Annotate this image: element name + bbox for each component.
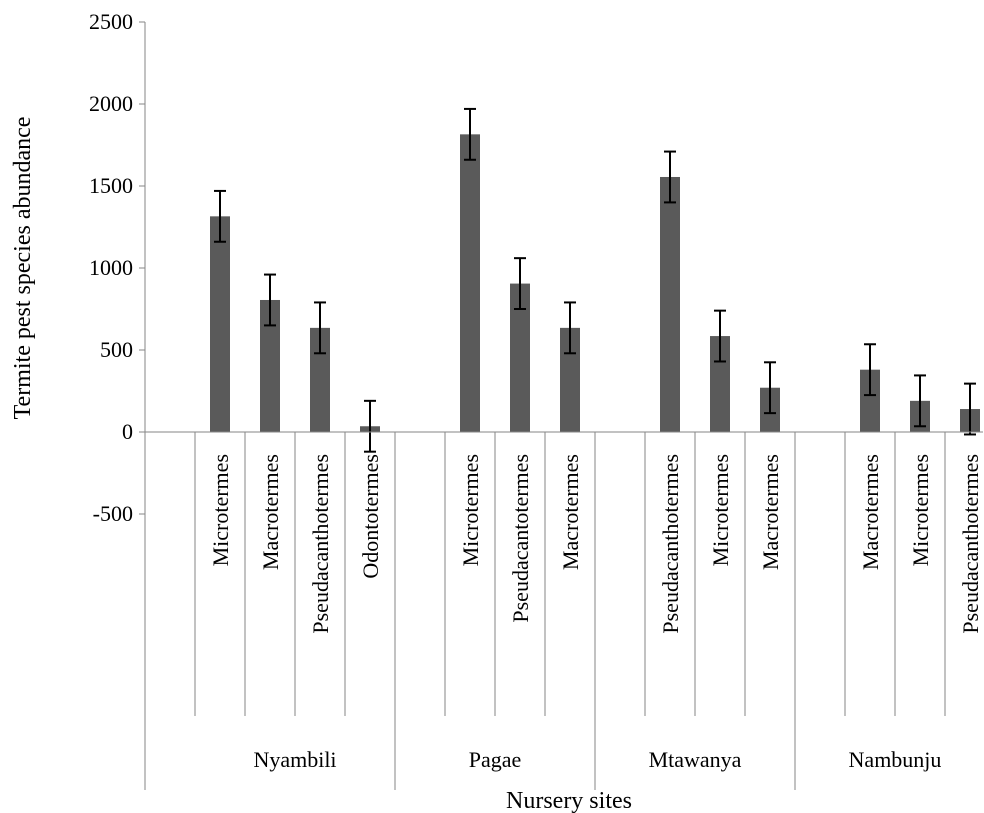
bar <box>710 336 730 432</box>
y-tick-label: -500 <box>93 501 133 526</box>
category-label: Macrotermes <box>758 454 783 570</box>
bar <box>660 176 680 432</box>
category-label: Macrotermes <box>858 454 883 570</box>
group-label: Nambunju <box>849 747 942 772</box>
y-axis-title: Termite pest species abundance <box>10 117 36 420</box>
category-label: Odontotermes <box>358 454 383 579</box>
bars <box>210 107 980 453</box>
category-label: Microtermes <box>708 454 733 566</box>
y-tick-label: 0 <box>122 419 133 444</box>
category-label: Macrotermes <box>258 454 283 570</box>
category-label: Macrotermes <box>558 454 583 570</box>
category-axis: Microtermes Macrotermes Pseudacanthotermes… <box>145 431 983 790</box>
group-label: Nyambili <box>253 747 336 772</box>
category-label: Microtermes <box>908 454 933 566</box>
x-axis-title: Nursery sites <box>506 788 632 813</box>
y-tick-label: 2000 <box>89 91 133 116</box>
y-tick-label: 1500 <box>89 173 133 198</box>
category-label: Pseudacantotermes <box>508 454 533 623</box>
y-tick-label: 1000 <box>89 255 133 280</box>
group-label: Pagae <box>469 747 522 772</box>
category-label: Pseudacanthotermes <box>658 454 683 634</box>
category-label: Pseudacanthotermes <box>308 454 333 634</box>
bar <box>210 216 230 432</box>
bar <box>260 299 280 432</box>
y-tick-label: 500 <box>100 337 133 362</box>
bar <box>860 369 880 432</box>
bar <box>460 134 480 432</box>
category-label: Pseudacanthotermes <box>958 454 983 634</box>
group-label: Mtawanya <box>649 747 742 772</box>
y-axis: 2500 2000 1500 1000 500 0 -500 <box>89 9 146 790</box>
category-label: Microtermes <box>208 454 233 566</box>
category-label: Microtermes <box>458 454 483 566</box>
bar <box>510 283 530 432</box>
y-tick-label: 2500 <box>89 9 133 34</box>
